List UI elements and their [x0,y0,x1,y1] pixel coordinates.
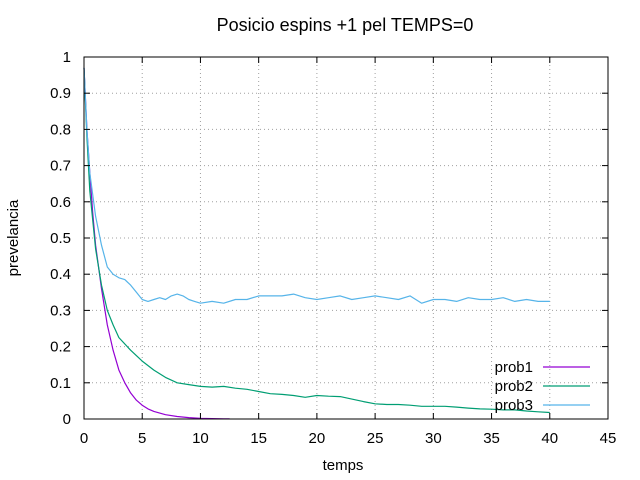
y-tick-label: 1 [63,49,71,66]
legend-label-prob2: prob2 [495,378,533,395]
x-tick-label: 45 [600,430,617,447]
y-tick-label: 0.4 [50,266,71,283]
x-tick-label: 5 [138,430,146,447]
y-axis-label: prevelancia [5,199,22,276]
series-line-prob1 [83,67,230,420]
series-line-prob3 [83,67,550,304]
ticks: 0 5 10 15 20 25 30 35 40 45 0 0.1 0.2 0.3 0.4 0.5 0.6 0.7… [50,49,616,447]
y-tick-label: 0.8 [50,121,71,138]
y-tick-label: 0.3 [50,302,71,319]
grid [84,57,608,419]
x-tick-label: 0 [80,430,88,447]
x-tick-label: 40 [541,430,558,447]
legend-label-prob3: prob3 [495,397,533,414]
series-layer [83,67,550,420]
x-axis-label: temps [323,457,364,474]
x-tick-label: 35 [483,430,500,447]
y-tick-label: 0 [63,411,71,428]
x-tick-label: 25 [367,430,384,447]
y-tick-label: 0.7 [50,158,71,175]
series-line-prob2 [83,67,550,414]
y-tick-label: 0.2 [50,339,71,356]
x-tick-label: 15 [250,430,267,447]
x-tick-label: 20 [309,430,326,447]
chart-title: Posicio espins +1 pel TEMPS=0 [217,15,474,35]
y-tick-label: 0.9 [50,85,71,102]
y-tick-label: 0.5 [50,230,71,247]
legend: prob1 prob2 prob3 [495,359,590,414]
legend-label-prob1: prob1 [495,359,533,376]
y-tick-label: 0.1 [50,375,71,392]
x-tick-label: 10 [192,430,209,447]
x-tick-label: 30 [425,430,442,447]
y-tick-label: 0.6 [50,194,71,211]
